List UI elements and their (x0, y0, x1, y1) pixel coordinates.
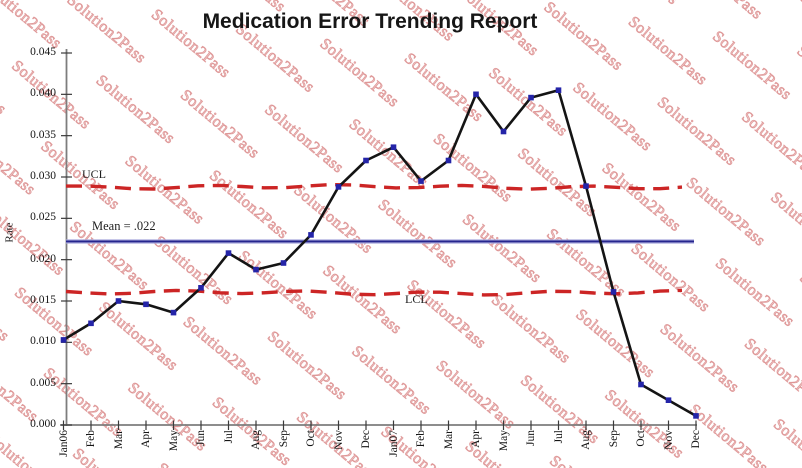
data-point-marker (445, 157, 452, 164)
data-point-marker (335, 184, 342, 190)
data-point-marker (143, 301, 149, 308)
data-point-marker (500, 128, 507, 135)
ucl-line (66, 182, 683, 191)
data-point-marker (308, 232, 314, 238)
data-point-marker (280, 260, 287, 266)
data-point-marker (390, 144, 397, 150)
data-point-marker (555, 87, 562, 93)
data-point-marker (88, 320, 94, 327)
series-line (62, 88, 698, 418)
data-point-marker (170, 309, 177, 316)
data-point-marker (528, 94, 534, 101)
data-point-marker (583, 183, 589, 189)
data-point-marker (363, 157, 369, 164)
data-point-marker (60, 337, 67, 343)
data-point-marker (198, 285, 204, 291)
data-point-marker (225, 250, 232, 256)
data-point-marker (693, 413, 699, 419)
data-point-marker (610, 289, 617, 295)
data-point-marker (638, 381, 644, 388)
lcl-line (65, 288, 683, 297)
data-point-marker (473, 91, 479, 98)
data-point-marker (665, 397, 672, 403)
data-point-marker (418, 178, 424, 184)
data-point-marker (253, 266, 259, 273)
data-point-marker (115, 298, 122, 304)
